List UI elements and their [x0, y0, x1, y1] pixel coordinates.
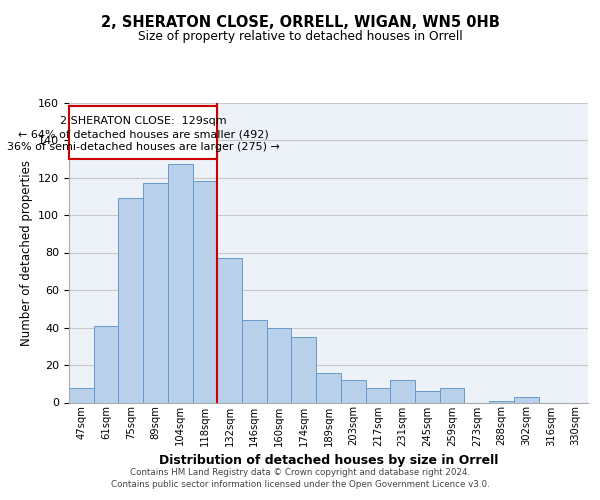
Bar — [390, 380, 415, 402]
Bar — [440, 388, 464, 402]
Y-axis label: Number of detached properties: Number of detached properties — [20, 160, 32, 346]
X-axis label: Distribution of detached houses by size in Orrell: Distribution of detached houses by size … — [159, 454, 498, 467]
Bar — [267, 328, 292, 402]
Text: ← 64% of detached houses are smaller (492): ← 64% of detached houses are smaller (49… — [18, 130, 269, 140]
Bar — [489, 400, 514, 402]
Bar — [514, 397, 539, 402]
Bar — [217, 258, 242, 402]
Bar — [316, 372, 341, 402]
Bar — [292, 337, 316, 402]
Bar — [193, 181, 217, 402]
Bar — [94, 326, 118, 402]
FancyBboxPatch shape — [69, 106, 217, 159]
Text: 2, SHERATON CLOSE, ORRELL, WIGAN, WN5 0HB: 2, SHERATON CLOSE, ORRELL, WIGAN, WN5 0H… — [101, 15, 499, 30]
Bar — [242, 320, 267, 402]
Bar — [341, 380, 365, 402]
Bar — [365, 388, 390, 402]
Bar — [415, 391, 440, 402]
Text: Contains HM Land Registry data © Crown copyright and database right 2024.
Contai: Contains HM Land Registry data © Crown c… — [110, 468, 490, 489]
Text: 2 SHERATON CLOSE:  129sqm: 2 SHERATON CLOSE: 129sqm — [60, 116, 226, 126]
Bar — [118, 198, 143, 402]
Bar — [168, 164, 193, 402]
Bar — [69, 388, 94, 402]
Bar — [143, 183, 168, 402]
Text: 36% of semi-detached houses are larger (275) →: 36% of semi-detached houses are larger (… — [7, 142, 280, 152]
Text: Size of property relative to detached houses in Orrell: Size of property relative to detached ho… — [137, 30, 463, 43]
